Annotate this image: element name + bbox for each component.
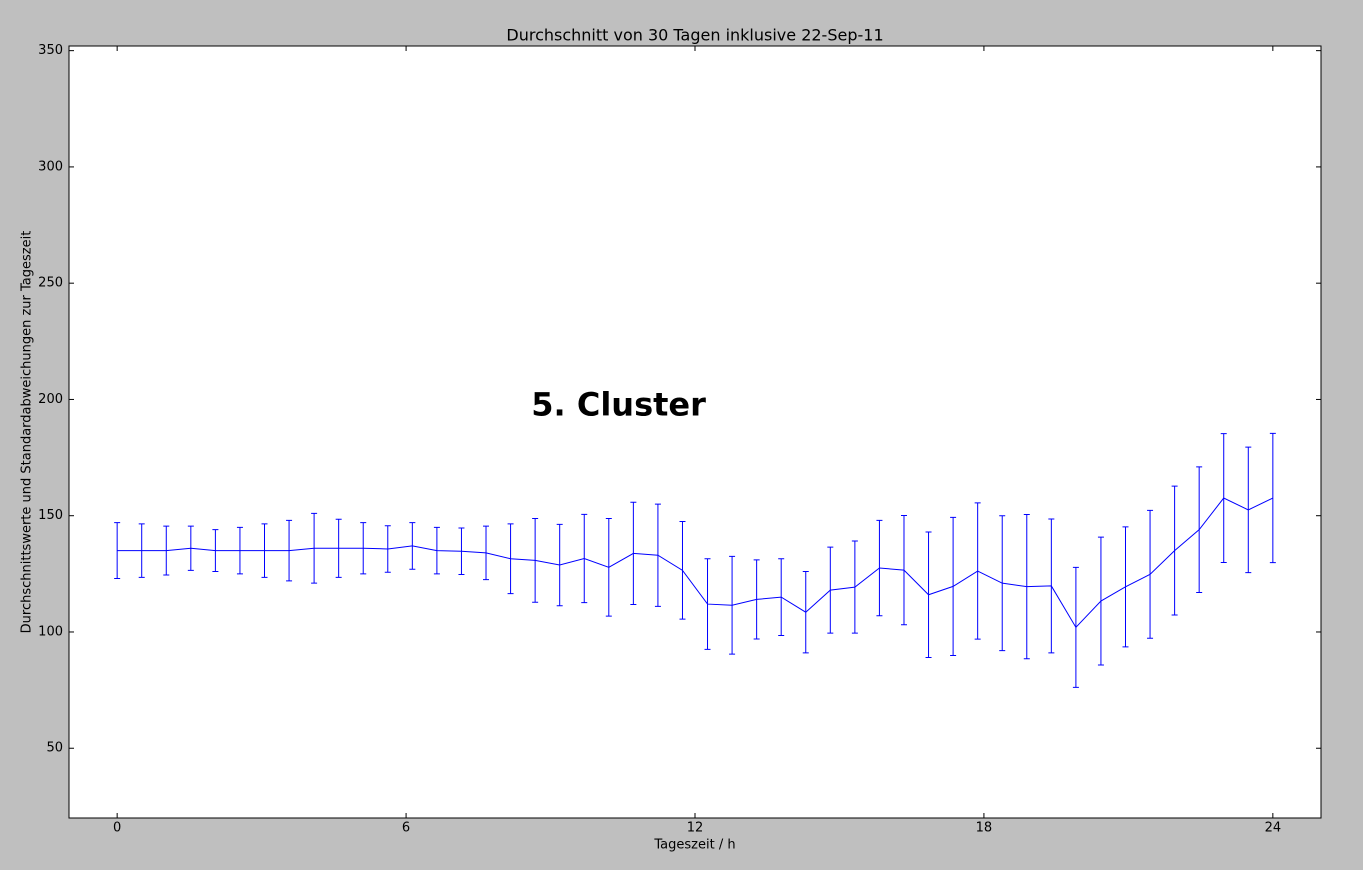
plot-area bbox=[68, 45, 1322, 819]
error-bar bbox=[1072, 566, 1079, 688]
error-bar bbox=[311, 512, 318, 584]
line bbox=[117, 497, 1274, 629]
chart-title: Durchschnitt von 30 Tagen inklusive 22-S… bbox=[506, 26, 883, 45]
error-bar bbox=[630, 501, 637, 606]
error-bar bbox=[458, 527, 465, 576]
error-bar bbox=[729, 555, 736, 655]
error-bar bbox=[1196, 466, 1203, 593]
y-tick-label: 350 bbox=[38, 43, 63, 58]
error-bar bbox=[384, 525, 391, 573]
error-bar bbox=[212, 529, 219, 573]
error-bar bbox=[974, 502, 981, 640]
error-bar bbox=[433, 526, 440, 575]
error-bar bbox=[900, 514, 907, 626]
x-tick-label: 24 bbox=[1265, 821, 1282, 836]
x-axis-label: Tageszeit / h bbox=[653, 838, 735, 853]
error-bar bbox=[999, 515, 1006, 652]
error-bar bbox=[483, 525, 490, 581]
error-bar bbox=[1048, 518, 1055, 654]
y-tick-label: 250 bbox=[38, 276, 63, 291]
error-bar bbox=[827, 546, 834, 634]
y-tick-label: 200 bbox=[38, 392, 63, 407]
error-bar bbox=[704, 558, 711, 650]
error-bar bbox=[950, 516, 957, 656]
error-bar bbox=[851, 540, 858, 634]
error-bar bbox=[778, 558, 785, 636]
error-bar bbox=[1171, 485, 1178, 616]
error-bar bbox=[114, 522, 121, 579]
x-tick-label: 12 bbox=[687, 821, 704, 836]
error-bar bbox=[1122, 526, 1129, 648]
error-bar bbox=[556, 523, 563, 607]
y-tick-label: 50 bbox=[46, 741, 63, 756]
error-bar bbox=[1220, 433, 1227, 563]
error-bar bbox=[261, 523, 268, 578]
x-tick-label: 0 bbox=[113, 821, 121, 836]
y-axis-label: Durchschnittswerte und Standardabweichun… bbox=[20, 231, 35, 634]
y-tick-label: 150 bbox=[38, 508, 63, 523]
error-bar bbox=[654, 503, 661, 607]
error-bar bbox=[581, 513, 588, 604]
error-bar bbox=[163, 525, 170, 576]
error-bar bbox=[286, 519, 293, 582]
y-tick-label: 100 bbox=[38, 624, 63, 639]
y-tick-label: 300 bbox=[38, 159, 63, 174]
error-bar bbox=[1245, 446, 1252, 574]
error-bar bbox=[1147, 509, 1154, 639]
error-bar bbox=[507, 523, 514, 595]
x-tick-label: 6 bbox=[402, 821, 410, 836]
error-bar bbox=[1269, 432, 1276, 564]
error-bar bbox=[1097, 536, 1104, 666]
annotation: 5. Cluster bbox=[531, 385, 706, 423]
error-bar bbox=[925, 531, 932, 659]
x-tick-label: 18 bbox=[976, 821, 993, 836]
error-bar bbox=[409, 522, 416, 570]
error-bar bbox=[605, 518, 612, 617]
error-bar bbox=[802, 571, 809, 654]
error-bar bbox=[236, 526, 243, 575]
error-bar bbox=[876, 519, 883, 617]
error-bar bbox=[753, 559, 760, 640]
error-bar bbox=[187, 525, 194, 571]
error-bar bbox=[360, 522, 367, 575]
error-bar bbox=[679, 521, 686, 620]
error-bar bbox=[1023, 514, 1030, 660]
error-bar bbox=[335, 518, 342, 578]
error-bar bbox=[532, 518, 539, 603]
error-bar bbox=[138, 523, 145, 578]
